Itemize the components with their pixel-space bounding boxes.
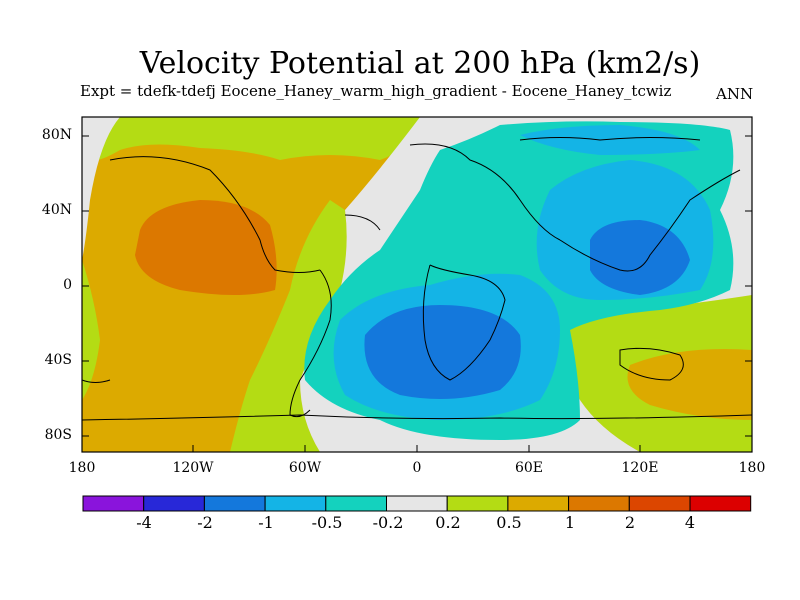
colorbar-label: -4 xyxy=(136,513,152,532)
field-pos-02-sw xyxy=(82,260,100,400)
colorbar-label: 4 xyxy=(684,513,696,532)
colorbar-swatch xyxy=(82,495,145,512)
field-neg-1-asia xyxy=(590,220,690,295)
colorbar-label: -2 xyxy=(197,513,213,532)
lon-label-120e: 120E xyxy=(621,460,659,476)
lat-label-80s: 80S xyxy=(44,427,72,443)
experiment-subtitle: Expt = tdefk-tdefj Eocene_Haney_warm_hig… xyxy=(80,82,672,100)
field-neg-1-africa xyxy=(364,305,521,399)
colorbar-swatch xyxy=(628,495,691,512)
field-neutral-west xyxy=(82,117,120,260)
colorbar-swatch xyxy=(203,495,266,512)
colorbar-swatch xyxy=(689,495,752,512)
colorbar-swatch xyxy=(325,495,387,512)
coastlines xyxy=(82,137,752,421)
field-pos-1-npacific xyxy=(135,200,277,295)
lon-label-180e: 180 xyxy=(738,460,766,476)
colorbar-swatch xyxy=(386,495,448,512)
colorbar-swatch xyxy=(568,495,630,512)
lon-label-60e: 60E xyxy=(514,460,544,476)
lon-label-120w: 120W xyxy=(172,460,214,476)
field-neg-05-north xyxy=(520,125,700,155)
field-pos-02-samerica xyxy=(230,200,347,452)
contour-fill-layer xyxy=(82,117,752,452)
colorbar-label: 0.2 xyxy=(435,513,461,532)
lat-label-40n: 40N xyxy=(41,202,72,218)
colorbar-label: 0.5 xyxy=(496,513,522,532)
field-pos-02-north xyxy=(82,117,420,162)
lon-label-0: 0 xyxy=(412,460,422,476)
season-label: ANN xyxy=(716,85,754,103)
colorbar-swatch xyxy=(264,495,327,512)
lon-label-60w: 60W xyxy=(288,460,322,476)
colorbar-label: 2 xyxy=(624,513,636,532)
colorbar-label: -0.2 xyxy=(372,513,404,532)
colorbar-label: -1 xyxy=(258,513,274,532)
lat-label-80n: 80N xyxy=(41,127,72,143)
lat-label-40s: 40S xyxy=(44,352,72,368)
colorbar-label: -0.5 xyxy=(311,513,343,532)
map-title: Velocity Potential at 200 hPa (km2/s) xyxy=(139,46,701,81)
colorbar-swatch xyxy=(507,495,570,512)
colorbar-swatch xyxy=(143,495,205,512)
colorbar xyxy=(82,495,752,512)
lat-label-0: 0 xyxy=(63,277,72,293)
colorbar-swatch xyxy=(446,495,509,512)
field-pos-1-se xyxy=(627,349,752,420)
lon-label-180w: 180 xyxy=(68,460,96,476)
colorbar-label: 1 xyxy=(564,513,576,532)
axis-ticks xyxy=(82,135,752,452)
